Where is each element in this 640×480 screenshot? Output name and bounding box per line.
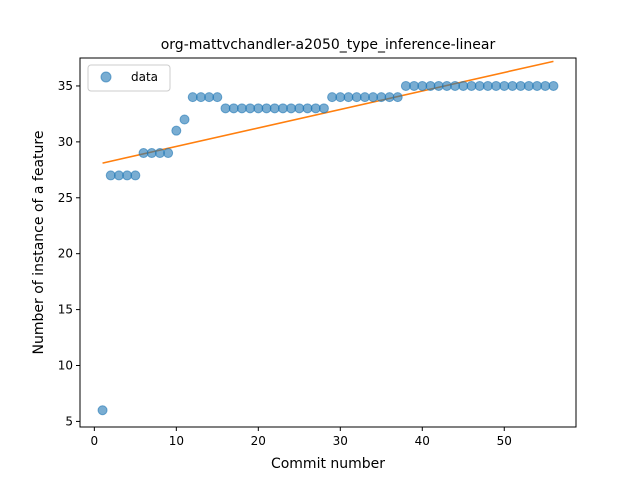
data-point [286,103,297,114]
data-point [417,80,428,91]
y-tick-label: 15 [58,303,73,317]
data-point [351,92,362,103]
x-axis-label: Commit number [271,456,385,472]
data-point [154,148,165,159]
data-point [458,80,469,91]
data-point [105,170,116,181]
data-point [245,103,256,114]
data-point [261,103,272,114]
data-point [318,103,329,114]
data-point [392,92,403,103]
data-point [236,103,247,114]
data-point [425,80,436,91]
x-tick-label: 40 [415,434,430,448]
data-point [212,92,223,103]
y-tick-label: 30 [58,135,73,149]
data-point [450,80,461,91]
data-point [343,92,354,103]
y-tick-label: 5 [65,414,73,428]
data-point [310,103,321,114]
x-tick-label: 10 [169,434,184,448]
data-point [335,92,346,103]
y-tick-label: 20 [58,247,73,261]
data-point [253,103,264,114]
fit-line-layer [102,60,554,164]
data-point [269,103,280,114]
data-point [523,80,534,91]
y-axis-label: Number of instance of a feature [31,131,47,355]
x-axis-ticks: 0 10 20 30 40 50 [91,427,512,448]
data-point [368,92,379,103]
data-point [302,103,313,114]
y-tick-label: 25 [58,191,73,205]
data-point [409,80,420,91]
data-point [277,103,288,114]
data-point [195,92,206,103]
data-point [376,92,387,103]
data-point [220,103,231,114]
legend-box [87,64,171,92]
data-point [482,80,493,91]
data-point [146,148,157,159]
axes-frame [79,57,577,428]
data-point [441,80,452,91]
data-point [122,170,133,181]
data-point [187,92,198,103]
fit-line [102,60,554,164]
data-point [540,80,551,91]
y-axis-ticks: 5 10 15 20 25 30 35 [58,79,80,428]
chart-title: org-mattvchandler-a2050_type_inference-l… [161,37,496,53]
x-tick-label: 0 [91,434,99,448]
data-point [515,80,526,91]
data-point [130,170,141,181]
legend-marker [100,71,112,83]
data-points-layer [97,80,559,416]
data-point [491,80,502,91]
data-point [548,80,559,91]
data-point [171,125,182,136]
x-tick-label: 50 [497,434,512,448]
x-tick-label: 20 [251,434,266,448]
data-point [163,148,174,159]
data-point [384,92,395,103]
data-point [138,148,149,159]
data-point [113,170,124,181]
data-point [466,80,477,91]
data-point [179,114,190,125]
data-point [507,80,518,91]
legend-label: data [131,70,158,84]
y-tick-label: 10 [58,359,73,373]
data-point [359,92,370,103]
data-point [499,80,510,91]
data-point [228,103,239,114]
data-point [433,80,444,91]
data-point [97,405,108,416]
x-tick-label: 30 [333,434,348,448]
legend: data [87,64,171,92]
data-point [532,80,543,91]
y-tick-label: 35 [58,79,73,93]
data-point [204,92,215,103]
data-point [400,80,411,91]
data-point [294,103,305,114]
data-point [327,92,338,103]
data-point [474,80,485,91]
